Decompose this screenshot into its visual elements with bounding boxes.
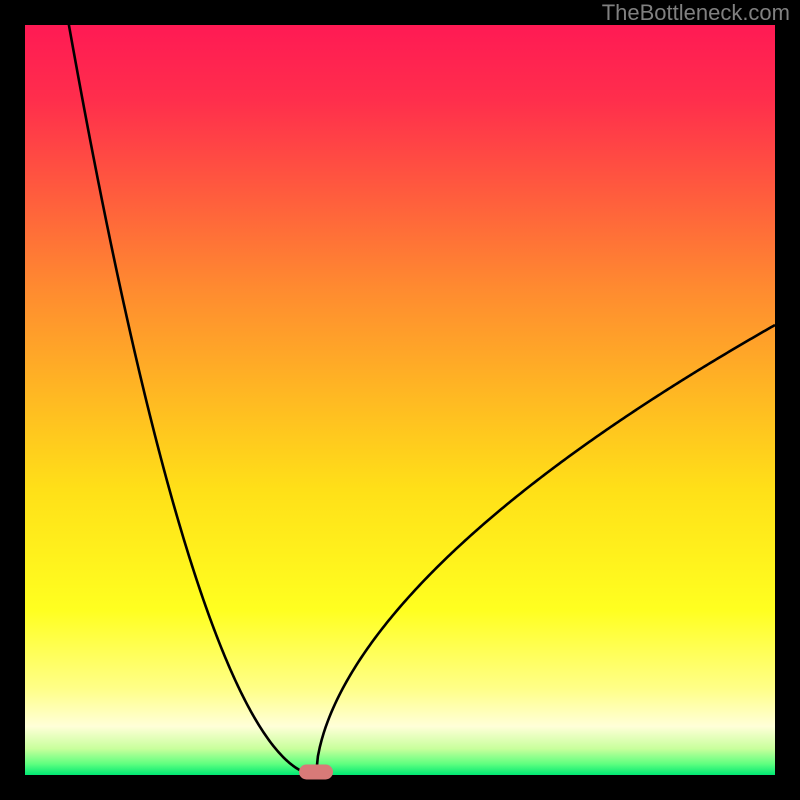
watermark-text: TheBottleneck.com bbox=[602, 0, 790, 25]
plot-area bbox=[25, 25, 775, 775]
chart-svg: TheBottleneck.com bbox=[0, 0, 800, 800]
min-marker bbox=[299, 765, 333, 780]
figure-root: TheBottleneck.com bbox=[0, 0, 800, 800]
